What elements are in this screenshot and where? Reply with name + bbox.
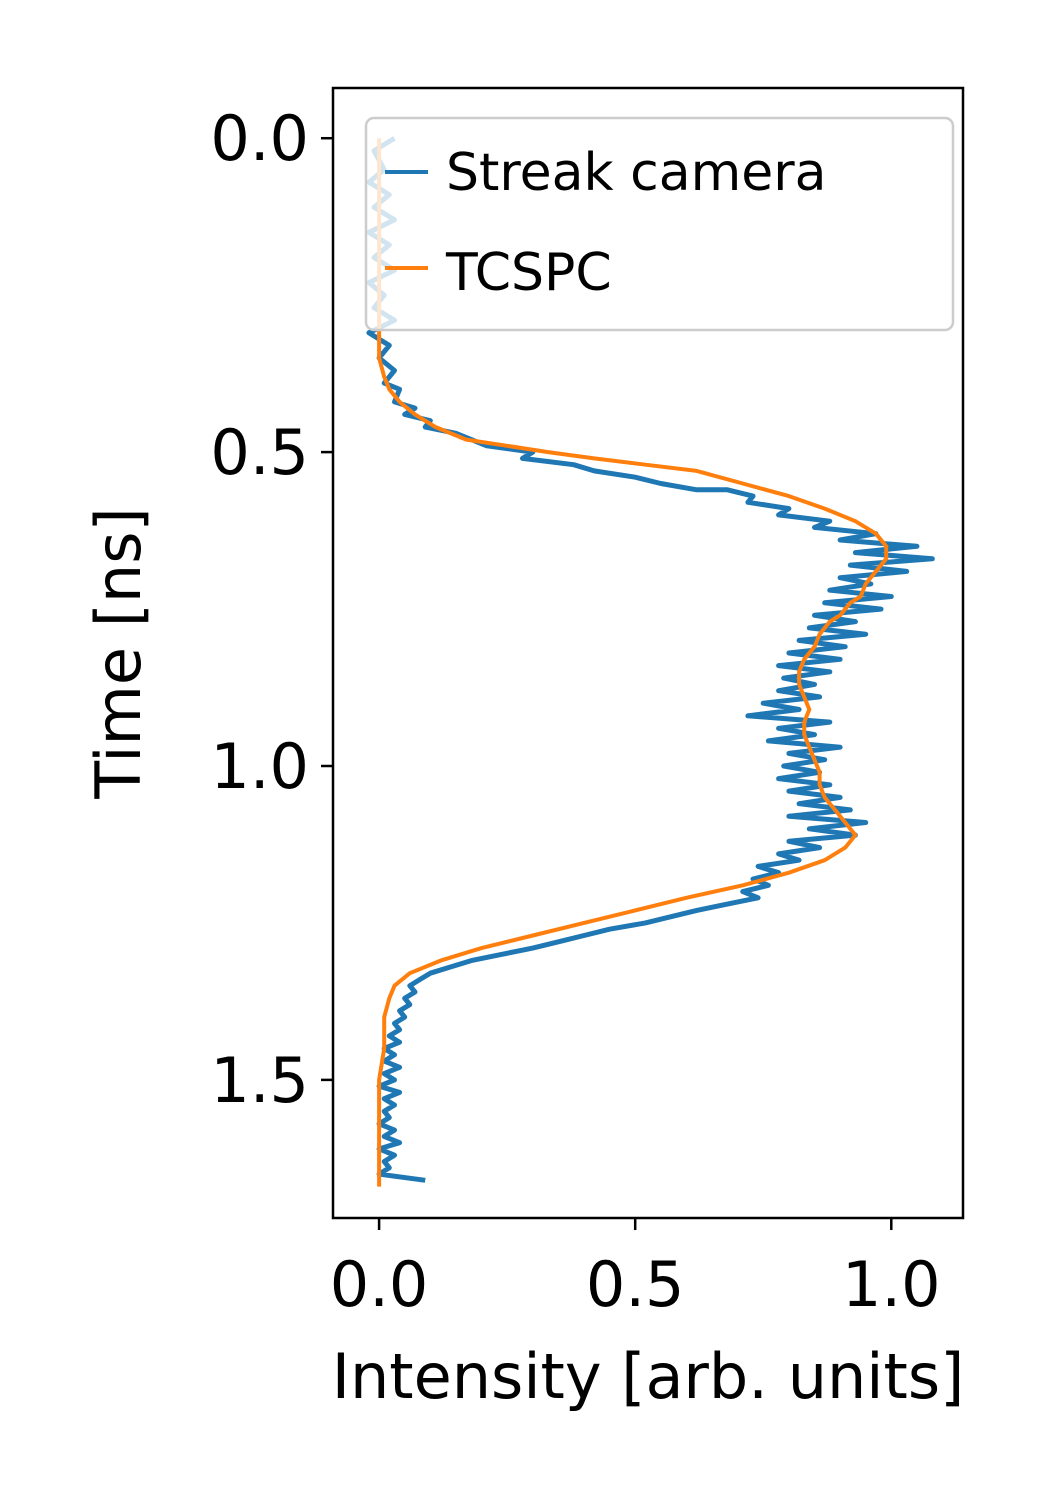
y-tick-label: 0.0	[210, 102, 309, 175]
series-layer	[366, 136, 935, 1187]
legend: Streak camera TCSPC	[364, 116, 955, 332]
series-line-tcspc	[377, 138, 889, 1187]
y-tick-label: 1.0	[210, 730, 309, 803]
x-tick-label: 0.5	[586, 1248, 685, 1321]
x-tick-label: 0.0	[330, 1248, 429, 1321]
axes-frame	[331, 86, 965, 1220]
ticks-layer: 0.0 0.5 1.0 0.0 0.5 1.0 1.5	[210, 102, 940, 1321]
legend-label-tcspc: TCSPC	[445, 243, 612, 303]
legend-box	[364, 116, 955, 332]
legend-label-streak-camera: Streak camera	[446, 143, 826, 203]
x-axis-label: Intensity [arb. units]	[332, 1340, 965, 1413]
y-tick-label: 1.5	[210, 1044, 309, 1117]
x-tick-label: 1.0	[842, 1248, 941, 1321]
y-tick-label: 0.5	[210, 416, 309, 489]
y-axis-label: Time [ns]	[82, 507, 155, 799]
